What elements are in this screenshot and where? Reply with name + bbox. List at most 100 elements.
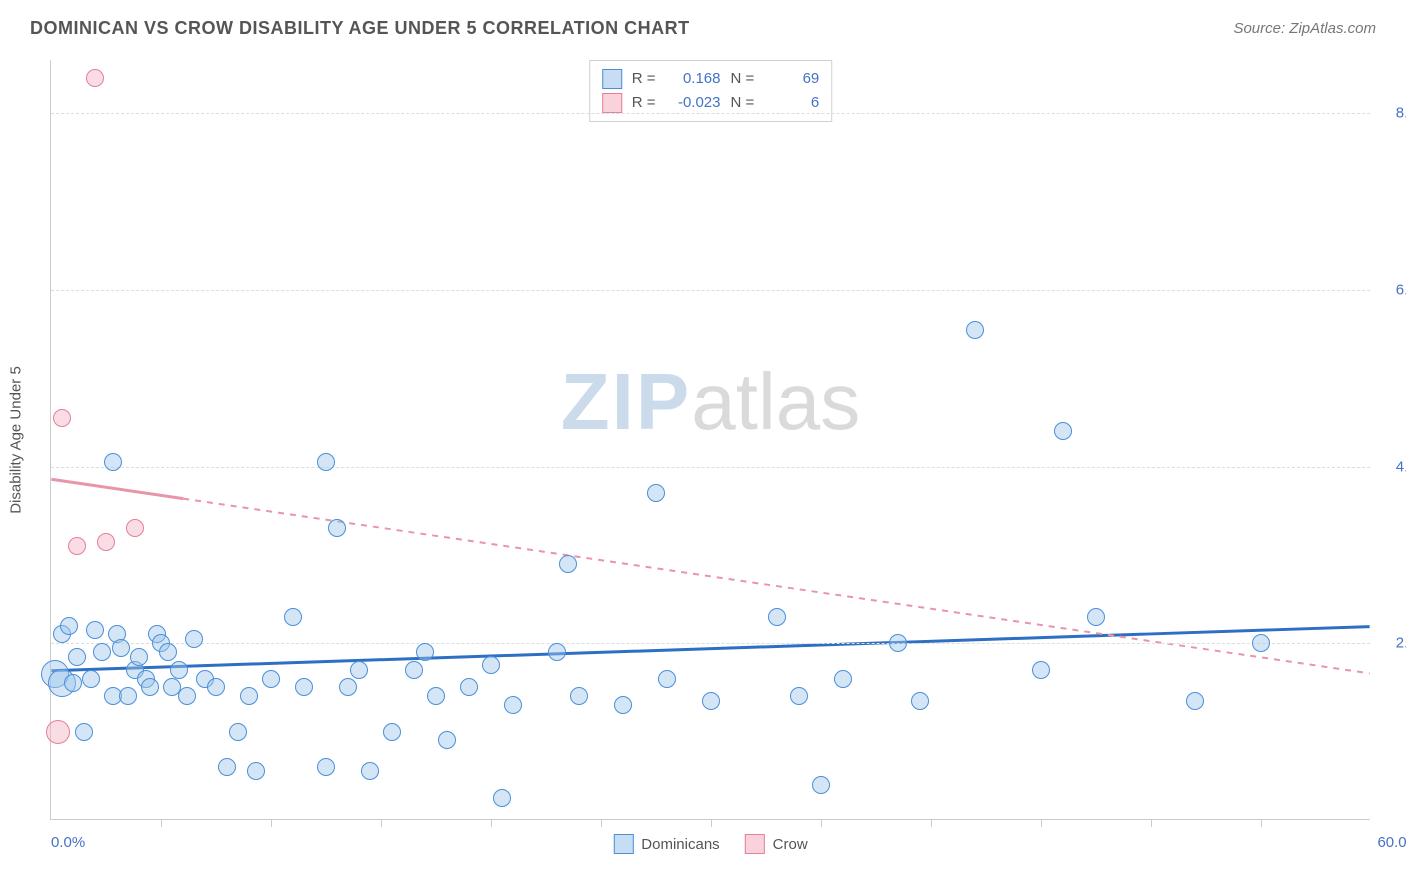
data-point-blue (559, 555, 577, 573)
n-value-dominicans: 69 (764, 67, 819, 91)
data-point-blue (141, 678, 159, 696)
y-axis-title: Disability Age Under 5 (8, 366, 25, 514)
data-point-blue (112, 639, 130, 657)
gridline (51, 643, 1370, 644)
data-point-blue (159, 643, 177, 661)
data-point-blue (185, 630, 203, 648)
data-point-pink (46, 720, 70, 744)
data-point-blue (178, 687, 196, 705)
data-point-blue (1087, 608, 1105, 626)
data-point-blue (658, 670, 676, 688)
data-point-blue (834, 670, 852, 688)
data-point-blue (1032, 661, 1050, 679)
x-tick (821, 819, 822, 827)
data-point-blue (247, 762, 265, 780)
r-value-crow: -0.023 (666, 91, 721, 115)
gridline (51, 467, 1370, 468)
y-tick-label: 4.0% (1375, 458, 1406, 475)
data-point-blue (427, 687, 445, 705)
data-point-blue (295, 678, 313, 696)
y-tick-label: 2.0% (1375, 635, 1406, 652)
watermark-zip: ZIP (561, 357, 691, 446)
data-point-blue (68, 648, 86, 666)
data-point-blue (812, 776, 830, 794)
data-point-blue (504, 696, 522, 714)
data-point-blue (218, 758, 236, 776)
data-point-blue (383, 723, 401, 741)
data-point-blue (317, 453, 335, 471)
data-point-blue (548, 643, 566, 661)
watermark-atlas: atlas (691, 357, 860, 446)
legend-label-crow: Crow (773, 836, 808, 853)
x-axis-max-label: 60.0% (1377, 834, 1406, 851)
data-point-blue (207, 678, 225, 696)
x-tick (491, 819, 492, 827)
data-point-blue (790, 687, 808, 705)
x-tick (161, 819, 162, 827)
data-point-blue (361, 762, 379, 780)
gridline (51, 290, 1370, 291)
chart-plot-area: Disability Age Under 5 ZIPatlas R = 0.16… (50, 60, 1370, 820)
data-point-blue (768, 608, 786, 626)
x-tick (1151, 819, 1152, 827)
data-point-blue (911, 692, 929, 710)
data-point-blue (328, 519, 346, 537)
data-point-blue (460, 678, 478, 696)
data-point-blue (614, 696, 632, 714)
chart-title: DOMINICAN VS CROW DISABILITY AGE UNDER 5… (30, 18, 690, 39)
data-point-blue (82, 670, 100, 688)
data-point-blue (702, 692, 720, 710)
data-point-blue (966, 321, 984, 339)
x-tick (1261, 819, 1262, 827)
stats-row-dominicans: R = 0.168 N = 69 (602, 67, 820, 91)
title-row: DOMINICAN VS CROW DISABILITY AGE UNDER 5… (0, 0, 1406, 47)
swatch-blue-icon (602, 69, 622, 89)
data-point-blue (119, 687, 137, 705)
data-point-blue (130, 648, 148, 666)
swatch-pink-icon (745, 834, 765, 854)
data-point-blue (438, 731, 456, 749)
data-point-blue (570, 687, 588, 705)
data-point-blue (1252, 634, 1270, 652)
data-point-blue (86, 621, 104, 639)
data-point-blue (240, 687, 258, 705)
legend-label-dominicans: Dominicans (641, 836, 719, 853)
data-point-blue (416, 643, 434, 661)
x-tick (1041, 819, 1042, 827)
gridline (51, 113, 1370, 114)
legend-item-crow: Crow (745, 834, 808, 854)
data-point-pink (97, 533, 115, 551)
watermark: ZIPatlas (561, 356, 860, 448)
data-point-pink (86, 69, 104, 87)
data-point-blue (93, 643, 111, 661)
data-point-blue (284, 608, 302, 626)
bottom-legend: Dominicans Crow (613, 834, 807, 854)
x-tick (931, 819, 932, 827)
data-point-blue (1054, 422, 1072, 440)
x-tick (711, 819, 712, 827)
data-point-blue (1186, 692, 1204, 710)
stats-row-crow: R = -0.023 N = 6 (602, 91, 820, 115)
data-point-blue (405, 661, 423, 679)
data-point-blue (493, 789, 511, 807)
y-tick-label: 6.0% (1375, 281, 1406, 298)
r-value-dominicans: 0.168 (666, 67, 721, 91)
data-point-blue (350, 661, 368, 679)
data-point-blue (64, 674, 82, 692)
data-point-blue (889, 634, 907, 652)
n-label: N = (731, 67, 755, 91)
x-axis-min-label: 0.0% (51, 834, 85, 851)
x-tick (381, 819, 382, 827)
swatch-blue-icon (613, 834, 633, 854)
data-point-blue (229, 723, 247, 741)
data-point-pink (68, 537, 86, 555)
r-label: R = (632, 91, 656, 115)
n-value-crow: 6 (764, 91, 819, 115)
data-point-blue (647, 484, 665, 502)
swatch-pink-icon (602, 93, 622, 113)
data-point-blue (170, 661, 188, 679)
data-point-blue (482, 656, 500, 674)
data-point-blue (60, 617, 78, 635)
x-tick (271, 819, 272, 827)
data-point-pink (53, 409, 71, 427)
